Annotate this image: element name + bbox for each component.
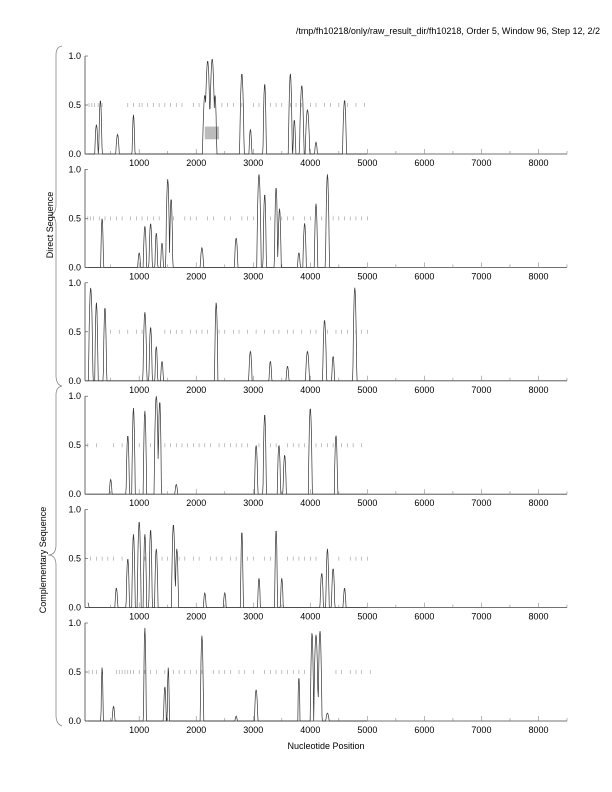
x-tick-label: 2000 — [186, 498, 206, 508]
direct-sequence-label: Direct Sequence — [45, 191, 55, 259]
x-tick-label: 2000 — [186, 158, 206, 168]
x-tick-label: 1000 — [129, 725, 149, 735]
x-tick-label: 3000 — [243, 612, 263, 622]
y-tick-label: 1.0 — [68, 505, 81, 515]
x-tick-label: 6000 — [414, 725, 434, 735]
x-tick-label: 8000 — [528, 725, 548, 735]
x-tick-label: 4000 — [300, 385, 320, 395]
x-axis-label: Nucleotide Position — [287, 741, 365, 751]
y-tick-label: 1.0 — [68, 278, 81, 288]
x-tick-label: 7000 — [471, 271, 491, 281]
y-tick-label: 0.0 — [68, 603, 81, 613]
x-tick-label: 5000 — [357, 385, 377, 395]
x-tick-label: 3000 — [243, 498, 263, 508]
y-tick-label: 0.5 — [68, 100, 81, 110]
x-tick-label: 1000 — [129, 271, 149, 281]
y-tick-label: 0.5 — [68, 554, 81, 564]
coding-potential-line-frame-1 — [87, 59, 368, 155]
coding-potential-line-frame-6 — [87, 627, 368, 722]
x-tick-label: 8000 — [528, 271, 548, 281]
x-tick-label: 8000 — [528, 158, 548, 168]
x-tick-label: 3000 — [243, 725, 263, 735]
x-tick-label: 3000 — [243, 158, 263, 168]
x-tick-label: 5000 — [357, 498, 377, 508]
x-tick-label: 8000 — [528, 498, 548, 508]
x-tick-label: 1000 — [129, 158, 149, 168]
x-tick-label: 6000 — [414, 271, 434, 281]
y-tick-label: 1.0 — [68, 164, 81, 174]
x-tick-label: 7000 — [471, 725, 491, 735]
x-tick-label: 5000 — [357, 725, 377, 735]
x-tick-label: 5000 — [357, 158, 377, 168]
y-tick-label: 0.5 — [68, 667, 81, 677]
x-tick-label: 6000 — [414, 158, 434, 168]
coding-potential-line-frame-2 — [87, 174, 368, 268]
y-tick-label: 0.0 — [68, 716, 81, 726]
y-tick-label: 0.0 — [68, 262, 81, 272]
x-tick-label: 2000 — [186, 725, 206, 735]
y-tick-label: 0.5 — [68, 327, 81, 337]
x-tick-label: 6000 — [414, 385, 434, 395]
x-tick-label: 5000 — [357, 271, 377, 281]
x-tick-label: 4000 — [300, 498, 320, 508]
x-tick-label: 7000 — [471, 385, 491, 395]
direct-brace — [47, 45, 63, 387]
x-tick-label: 1000 — [129, 612, 149, 622]
x-tick-label: 2000 — [186, 612, 206, 622]
y-tick-label: 0.0 — [68, 489, 81, 499]
x-tick-label: 8000 — [528, 612, 548, 622]
x-tick-label: 4000 — [300, 158, 320, 168]
x-tick-label: 7000 — [471, 498, 491, 508]
coding-potential-line-frame-3 — [87, 287, 368, 382]
complementary-brace — [47, 385, 63, 727]
x-tick-label: 3000 — [243, 271, 263, 281]
x-tick-label: 7000 — [471, 612, 491, 622]
y-tick-label: 0.0 — [68, 149, 81, 159]
complementary-sequence-label: Complementary Sequence — [38, 506, 48, 614]
x-tick-label: 7000 — [471, 158, 491, 168]
x-tick-label: 2000 — [186, 385, 206, 395]
x-tick-label: 4000 — [300, 612, 320, 622]
y-tick-label: 1.0 — [68, 618, 81, 628]
y-tick-label: 1.0 — [68, 51, 81, 61]
coding-potential-line-frame-4 — [87, 396, 368, 495]
x-tick-label: 2000 — [186, 271, 206, 281]
coding-potential-line-frame-5 — [87, 522, 368, 608]
x-tick-label: 4000 — [300, 725, 320, 735]
y-tick-label: 1.0 — [68, 391, 81, 401]
x-tick-label: 1000 — [129, 385, 149, 395]
x-tick-label: 6000 — [414, 612, 434, 622]
x-tick-label: 3000 — [243, 385, 263, 395]
x-tick-label: 4000 — [300, 271, 320, 281]
x-tick-label: 1000 — [129, 498, 149, 508]
predicted-gene-box — [204, 126, 220, 140]
x-tick-label: 8000 — [528, 385, 548, 395]
y-tick-label: 0.5 — [68, 213, 81, 223]
x-tick-label: 6000 — [414, 498, 434, 508]
y-tick-label: 0.5 — [68, 440, 81, 450]
plot-title: /tmp/fh10218/only/raw_result_dir/fh10218… — [295, 26, 600, 36]
x-tick-label: 5000 — [357, 612, 377, 622]
y-tick-label: 0.0 — [68, 376, 81, 386]
